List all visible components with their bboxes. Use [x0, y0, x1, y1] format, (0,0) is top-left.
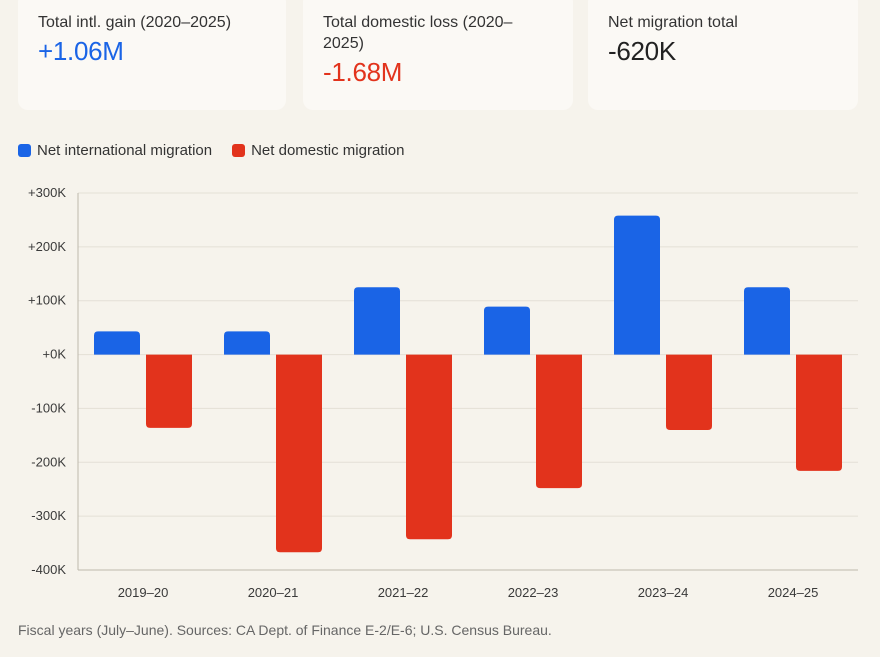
x-tick-label: 2021–22	[378, 585, 429, 600]
domestic-loss-label: Total domestic loss (2020–2025)	[323, 14, 513, 52]
bar-intl[interactable]	[614, 215, 660, 355]
x-tick-label: 2023–24	[638, 585, 689, 600]
net-migration-label: Net migration total	[608, 14, 738, 31]
domestic-loss-value: -1.68M	[323, 57, 403, 87]
chart-legend: Net international migration Net domestic…	[18, 142, 425, 159]
legend-label-domestic: Net domestic migration	[251, 142, 405, 159]
y-tick-label: -200K	[31, 454, 66, 469]
bar-domestic[interactable]	[796, 354, 842, 471]
bar-intl[interactable]	[354, 287, 400, 355]
legend-label-intl: Net international migration	[37, 142, 213, 159]
y-tick-label: +300K	[28, 185, 66, 200]
x-tick-label: 2020–21	[248, 585, 299, 600]
x-tick-label: 2022–23	[508, 585, 559, 600]
net-migration-card: Net migration total -620K	[588, 0, 858, 110]
y-tick-label: -100K	[31, 400, 66, 415]
legend-item-intl[interactable]: Net international migration	[18, 142, 212, 159]
y-tick-label: +0K	[43, 347, 67, 362]
bar-domestic[interactable]	[276, 354, 322, 553]
bar-intl[interactable]	[744, 287, 790, 355]
bar-domestic[interactable]	[536, 354, 582, 489]
y-tick-label: +100K	[28, 293, 66, 308]
bar-intl[interactable]	[224, 331, 270, 355]
bar-domestic[interactable]	[666, 354, 712, 430]
y-tick-label: +200K	[28, 239, 66, 254]
x-tick-label: 2024–25	[768, 585, 819, 600]
intl-gain-card: Total intl. gain (2020–2025) +1.06M	[18, 0, 286, 110]
legend-swatch-intl	[18, 144, 31, 157]
legend-item-domestic[interactable]: Net domestic migration	[232, 142, 405, 159]
bar-domestic[interactable]	[406, 354, 452, 540]
bar-intl[interactable]	[484, 306, 530, 355]
x-tick-label: 2019–20	[118, 585, 169, 600]
chart-footnote: Fiscal years (July–June). Sources: CA De…	[18, 622, 552, 638]
intl-gain-value: +1.06M	[38, 36, 124, 66]
legend-swatch-domestic	[232, 144, 246, 157]
bar-intl[interactable]	[94, 331, 140, 355]
y-tick-label: -300K	[31, 508, 66, 523]
intl-gain-label: Total intl. gain (2020–2025)	[38, 14, 232, 31]
net-migration-value: -620K	[608, 36, 676, 66]
y-tick-label: -400K	[31, 562, 66, 577]
domestic-loss-card: Total domestic loss (2020–2025) -1.68M	[303, 0, 573, 110]
migration-bar-chart: +300K +200K +100K +0K -100K -200K -300K -400K 20…	[28, 185, 858, 600]
bar-domestic[interactable]	[146, 354, 192, 428]
